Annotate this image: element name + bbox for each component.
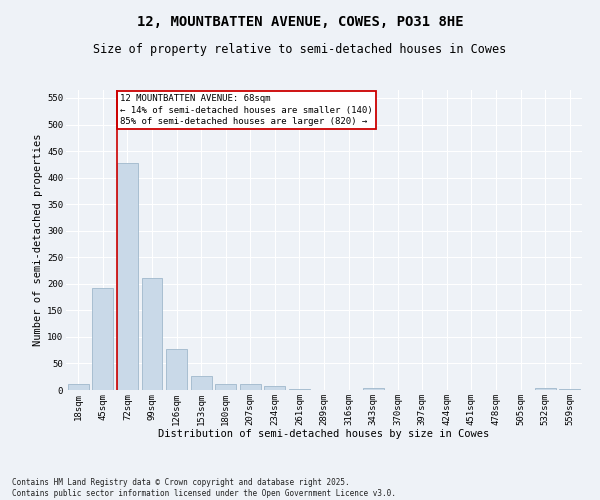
Bar xyxy=(559,389,580,390)
Bar xyxy=(166,349,187,390)
Bar xyxy=(215,384,236,390)
Bar xyxy=(240,384,261,390)
Bar xyxy=(362,388,383,390)
Y-axis label: Number of semi-detached properties: Number of semi-detached properties xyxy=(33,134,43,346)
X-axis label: Distribution of semi-detached houses by size in Cowes: Distribution of semi-detached houses by … xyxy=(158,429,490,439)
Bar xyxy=(142,278,163,390)
Bar xyxy=(265,386,286,390)
Text: Contains HM Land Registry data © Crown copyright and database right 2025.
Contai: Contains HM Land Registry data © Crown c… xyxy=(12,478,396,498)
Bar xyxy=(117,164,138,390)
Text: 12, MOUNTBATTEN AVENUE, COWES, PO31 8HE: 12, MOUNTBATTEN AVENUE, COWES, PO31 8HE xyxy=(137,15,463,29)
Text: 12 MOUNTBATTEN AVENUE: 68sqm
← 14% of semi-detached houses are smaller (140)
85%: 12 MOUNTBATTEN AVENUE: 68sqm ← 14% of se… xyxy=(120,94,373,126)
Text: Size of property relative to semi-detached houses in Cowes: Size of property relative to semi-detach… xyxy=(94,42,506,56)
Bar xyxy=(535,388,556,390)
Bar xyxy=(92,288,113,390)
Bar xyxy=(191,376,212,390)
Bar xyxy=(68,384,89,390)
